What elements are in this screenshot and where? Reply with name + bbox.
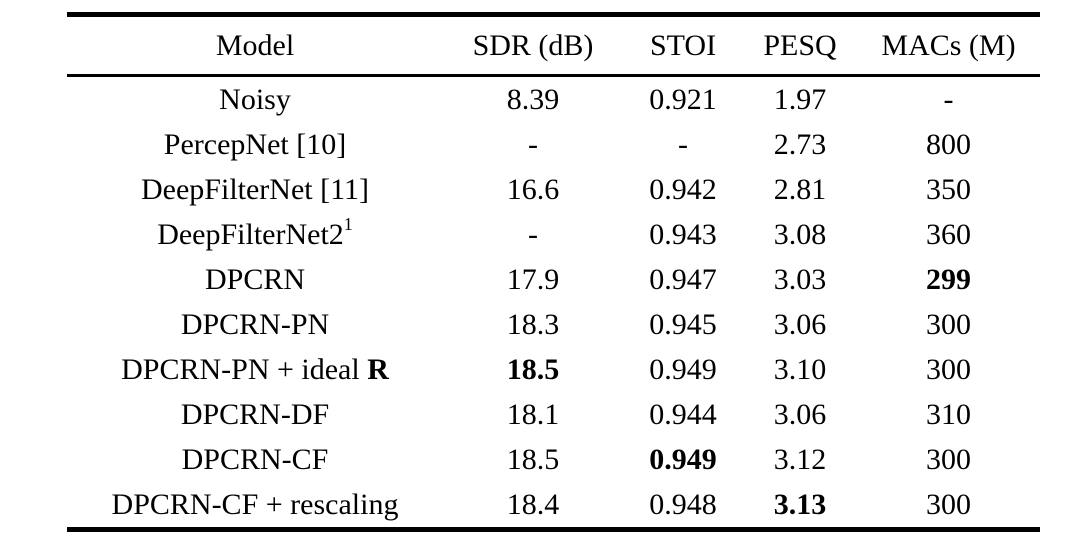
col-header-pesq: PESQ — [743, 14, 857, 77]
stoi-cell: 0.942 — [649, 172, 717, 206]
col-header-model: Model — [67, 14, 443, 77]
table-row: DPCRN-DF 18.1 0.944 3.06 310 — [67, 392, 1040, 437]
macs-cell: 300 — [926, 307, 971, 341]
table-row: DeepFilterNet21 - 0.943 3.08 360 — [67, 212, 1040, 257]
sdr-cell: 18.1 — [506, 397, 560, 431]
table-row: DPCRN-PN 18.3 0.945 3.06 300 — [67, 302, 1040, 347]
sdr-cell: 18.4 — [506, 487, 560, 521]
table-body: Noisy 8.39 0.921 1.97 - PercepNet [10] - - 2.73 8… — [67, 76, 1040, 530]
table-row: DPCRN-PN + ideal R 18.5 0.949 3.10 300 — [67, 347, 1040, 392]
model-cell: PercepNet [10] — [163, 127, 347, 161]
table-row: PercepNet [10] - - 2.73 800 — [67, 122, 1040, 167]
table-row: Noisy 8.39 0.921 1.97 - — [67, 76, 1040, 123]
macs-cell: - — [943, 82, 954, 116]
pesq-cell: 3.08 — [773, 217, 827, 251]
col-header-sdr: SDR (dB) — [443, 14, 623, 77]
table-row: DPCRN-CF 18.5 0.949 3.12 300 — [67, 437, 1040, 482]
pesq-cell: 2.81 — [773, 172, 827, 206]
results-table: Model SDR (dB) STOI PESQ MACs (M) Noisy 8… — [67, 12, 1040, 532]
stoi-cell: - — [678, 127, 688, 161]
pesq-cell: 3.06 — [773, 307, 827, 341]
stoi-cell: 0.943 — [649, 217, 717, 251]
model-cell: DPCRN-PN + ideal R — [121, 352, 389, 386]
sdr-cell: 8.39 — [506, 82, 560, 116]
model-cell: DPCRN-PN — [180, 307, 330, 341]
model-cell: DeepFilterNet21 — [157, 213, 353, 251]
macs-cell: 299 — [926, 262, 971, 296]
sdr-cell: 18.5 — [506, 442, 560, 476]
stoi-cell: 0.949 — [649, 442, 717, 476]
macs-cell: 800 — [926, 127, 971, 161]
model-cell: DeepFilterNet [11] — [141, 172, 369, 206]
stoi-cell: 0.944 — [649, 397, 717, 431]
model-cell: DPCRN — [204, 262, 306, 296]
pesq-cell: 3.03 — [773, 262, 827, 296]
macs-cell: 300 — [926, 352, 971, 386]
header-row: Model SDR (dB) STOI PESQ MACs (M) — [67, 14, 1040, 77]
model-bold-part: R — [367, 352, 389, 386]
col-header-macs: MACs (M) — [857, 14, 1040, 77]
model-superscript: 1 — [343, 213, 353, 234]
pesq-cell: 3.06 — [773, 397, 827, 431]
col-header-stoi: STOI — [623, 14, 743, 77]
sdr-cell: - — [528, 127, 538, 161]
macs-cell: 310 — [926, 397, 971, 431]
pesq-cell: 2.73 — [773, 127, 827, 161]
sdr-cell: 17.9 — [506, 262, 560, 296]
pesq-cell: 3.12 — [773, 442, 827, 476]
macs-cell: 350 — [926, 172, 971, 206]
pesq-cell: 3.13 — [773, 487, 827, 521]
table-header: Model SDR (dB) STOI PESQ MACs (M) — [67, 14, 1040, 77]
stoi-cell: 0.945 — [649, 307, 717, 341]
macs-cell: 300 — [926, 487, 971, 521]
macs-cell: 300 — [926, 442, 971, 476]
stoi-cell: 0.949 — [649, 352, 717, 386]
sdr-cell: 16.6 — [506, 172, 560, 206]
table-row: DeepFilterNet [11] 16.6 0.942 2.81 350 — [67, 167, 1040, 212]
sdr-cell: - — [528, 217, 538, 251]
model-cell: DPCRN-DF — [180, 397, 330, 431]
sdr-cell: 18.3 — [506, 307, 560, 341]
stoi-cell: 0.948 — [649, 487, 717, 521]
sdr-cell: 18.5 — [506, 352, 560, 386]
model-cell: DPCRN-CF — [181, 442, 329, 476]
model-cell: Noisy — [219, 82, 291, 116]
macs-cell: 360 — [926, 217, 971, 251]
stoi-cell: 0.947 — [649, 262, 717, 296]
model-cell: DPCRN-CF + rescaling — [111, 487, 399, 521]
stoi-cell: 0.921 — [649, 82, 717, 116]
table-row: DPCRN 17.9 0.947 3.03 299 — [67, 257, 1040, 302]
pesq-cell: 3.10 — [773, 352, 827, 386]
pesq-cell: 1.97 — [773, 82, 827, 116]
table-row: DPCRN-CF + rescaling 18.4 0.948 3.13 300 — [67, 482, 1040, 530]
